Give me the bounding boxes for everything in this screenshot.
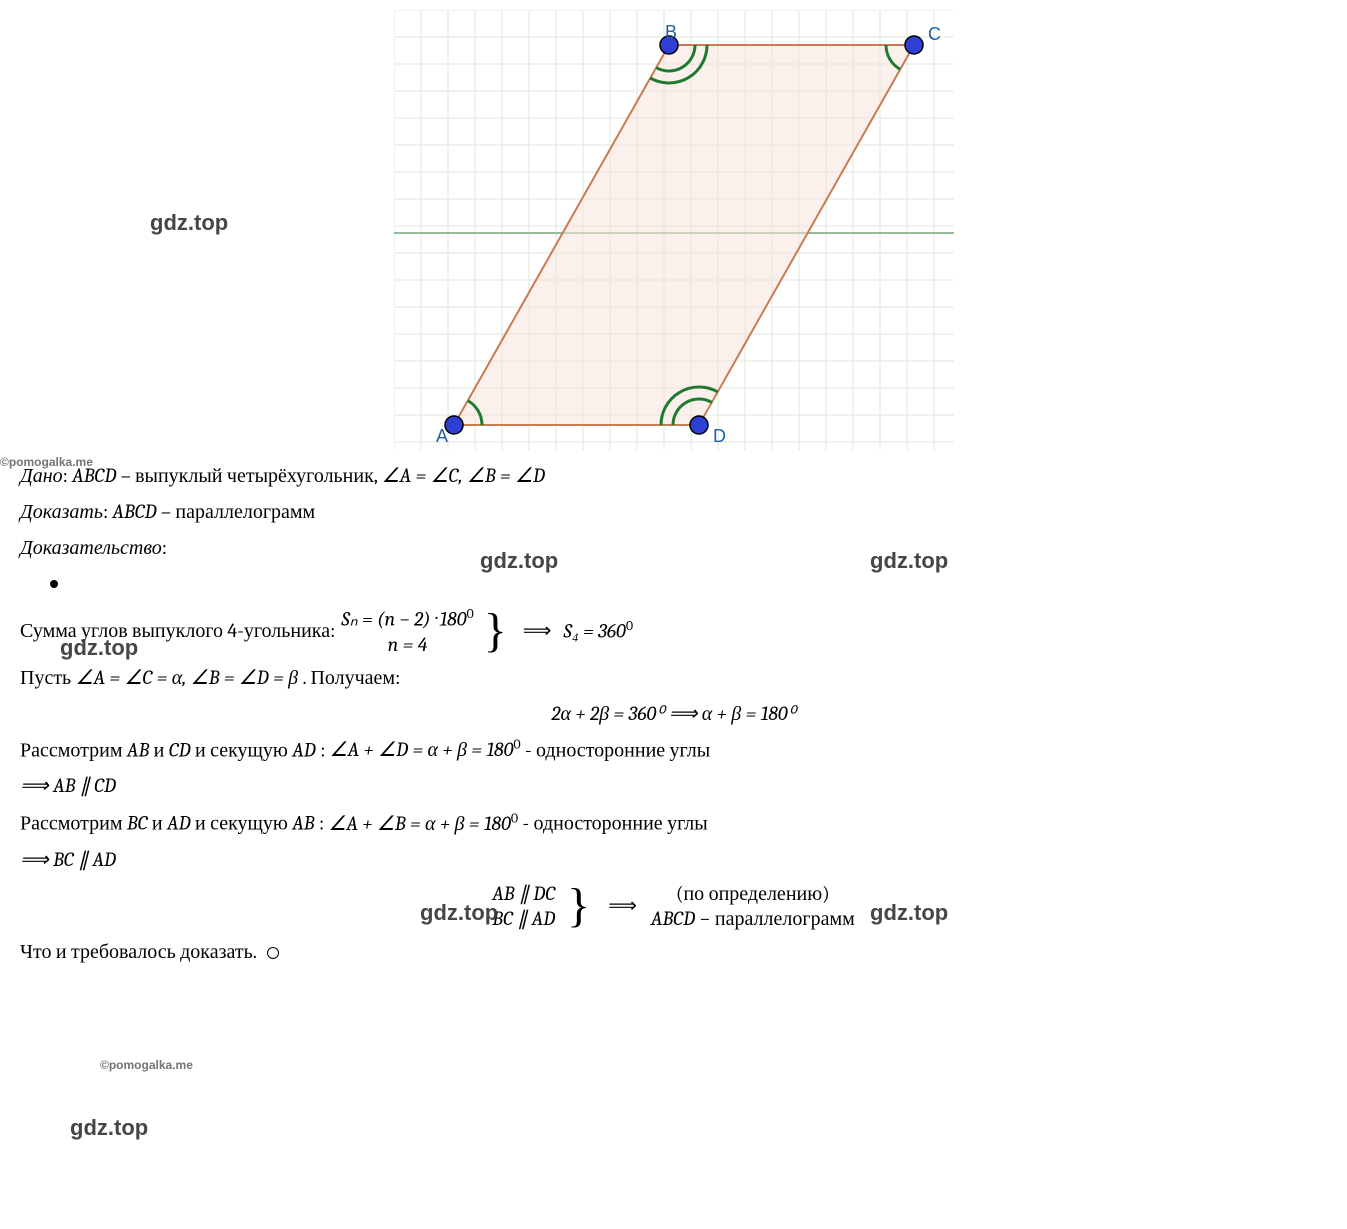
qed-line: Что и требовалось доказать. (20, 937, 1327, 967)
consider-1: Рассмотрим AB и CD и секущую AD : ∠A + ∠… (20, 734, 1327, 766)
qed-ring-icon (267, 947, 279, 959)
implication-2: ⟹ BC ∥ AD (20, 845, 1327, 875)
prove-desc: – параллелограмм (161, 500, 315, 523)
conclusion-line: AB ∥ DC BC ∥ AD } ⟹ (по определению) ABC… (20, 881, 1327, 931)
given-label: Дано (20, 464, 63, 487)
implies-arrow: ⟹ (602, 891, 643, 921)
sum-formula-top: Sₙ = (n − 2) · 180 (341, 608, 466, 631)
given-line: Дано: ABCD – выпуклый четырёхугольник, ∠… (20, 461, 1327, 491)
sum-result: S₄ = 360 (563, 620, 625, 643)
copyright-text: ©pomogalka.me (100, 1058, 193, 1072)
implies-arrow: ⟹ (517, 616, 558, 646)
final-reason: (по определению) (676, 881, 830, 906)
given-angles: ∠A = ∠C, ∠B = ∠D (382, 464, 545, 487)
svg-text:D: D (713, 426, 726, 446)
bullet-icon (50, 580, 58, 588)
let-line: Пусть ∠A = ∠C = α, ∠B = ∠D = β . Получае… (20, 663, 1327, 693)
prove-line: Доказать: ABCD – параллелограмм (20, 497, 1327, 527)
brace-icon: } (563, 882, 594, 930)
proof-header: Доказательство: (20, 533, 1327, 563)
let-tail: . Получаем: (303, 666, 401, 689)
given-abcd: ABCD (72, 464, 116, 487)
sum-formula-bottom: n = 4 (388, 632, 428, 657)
brace-icon: } (480, 607, 511, 655)
implication-1: ⟹ AB ∥ CD (20, 771, 1327, 801)
prove-label: Доказать (20, 500, 103, 523)
parallelogram-diagram: A B C D (394, 10, 954, 450)
geometry-figure: A B C D (20, 10, 1327, 455)
watermark-text: gdz.top (70, 1115, 148, 1141)
prove-abcd: ABCD (112, 500, 156, 523)
svg-text:A: A (436, 426, 448, 446)
proof-label: Доказательство (20, 536, 162, 559)
final-top: AB ∥ DC (492, 881, 555, 906)
let-eq: ∠A = ∠C = α, ∠B = ∠D = β (76, 666, 299, 689)
angle-sum-line: Сумма углов выпуклого 4-угольника: Sₙ = … (20, 605, 1327, 657)
sum-text: Сумма углов выпуклого 4-угольника: (20, 616, 335, 646)
bullet-row (20, 569, 1327, 599)
given-desc: – выпуклый четырёхугольник, (121, 464, 382, 487)
svg-text:C: C (928, 24, 941, 44)
let-text: Пусть (20, 666, 76, 689)
qed-text: Что и требовалось доказать. (20, 940, 261, 963)
center-equation: 2α + 2β = 360⁰ ⟹ α + β = 180⁰ (20, 701, 1327, 726)
final-bottom: BC ∥ AD (492, 906, 555, 931)
svg-text:B: B (665, 22, 677, 42)
consider-2: Рассмотрим BC и AD и секущую AB : ∠A + ∠… (20, 807, 1327, 839)
